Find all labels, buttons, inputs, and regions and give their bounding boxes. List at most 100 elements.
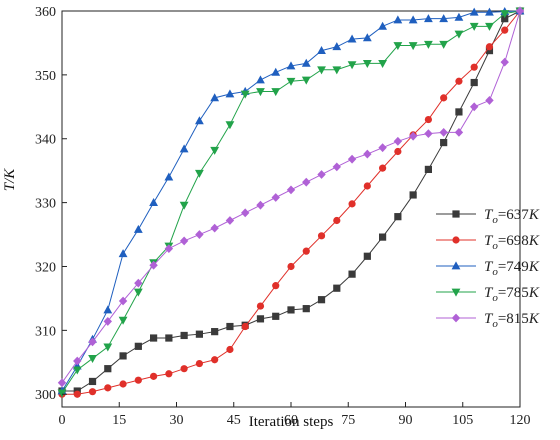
data-point	[501, 15, 509, 23]
data-point	[256, 88, 265, 97]
data-point	[225, 121, 235, 130]
data-point	[195, 116, 204, 125]
data-point	[485, 7, 494, 16]
series-785	[57, 7, 525, 398]
x-tick-label: 0	[59, 413, 66, 428]
data-point	[210, 146, 220, 155]
x-tick-label: 120	[510, 413, 531, 428]
data-point	[348, 200, 356, 208]
data-point	[408, 15, 418, 24]
data-point	[134, 376, 142, 384]
data-point	[88, 388, 97, 396]
data-point	[149, 198, 158, 207]
data-point	[256, 302, 265, 310]
data-point	[455, 108, 463, 116]
y-tick-label: 320	[35, 260, 56, 275]
data-point	[164, 244, 174, 253]
data-point	[362, 33, 372, 42]
data-point	[424, 115, 432, 124]
data-point	[118, 296, 128, 306]
data-point	[454, 30, 464, 39]
data-point	[271, 67, 281, 76]
data-point	[393, 15, 403, 24]
legend-swatch-marker	[452, 210, 460, 218]
data-point	[454, 127, 464, 137]
data-point	[118, 316, 128, 325]
data-point	[347, 61, 357, 70]
data-point	[440, 94, 448, 102]
data-point	[469, 7, 479, 16]
data-point	[378, 143, 387, 153]
data-point	[104, 384, 112, 392]
data-point	[363, 149, 372, 159]
data-point	[332, 42, 342, 51]
data-point	[149, 260, 158, 270]
data-point	[287, 306, 295, 314]
data-point	[485, 22, 494, 31]
data-point	[515, 6, 525, 16]
data-point	[256, 200, 265, 210]
data-point	[485, 43, 494, 51]
data-point	[302, 247, 310, 255]
data-point	[424, 129, 433, 139]
data-point	[57, 389, 67, 398]
data-point	[317, 296, 326, 304]
data-point	[164, 172, 174, 181]
data-point	[73, 356, 82, 366]
data-point	[394, 213, 402, 221]
data-point	[134, 278, 143, 288]
data-point	[226, 345, 234, 354]
data-point	[179, 236, 189, 246]
data-point	[379, 164, 387, 172]
data-point	[272, 312, 280, 320]
data-point	[286, 61, 296, 70]
y-tick-label: 330	[35, 197, 56, 212]
data-point	[501, 26, 509, 34]
y-tick-label: 360	[35, 5, 56, 20]
data-point	[455, 77, 463, 85]
data-point	[454, 12, 464, 21]
data-point	[424, 14, 433, 23]
data-point	[133, 224, 143, 233]
data-point	[485, 47, 494, 55]
data-point	[287, 262, 295, 271]
data-point	[333, 284, 341, 292]
data-point	[393, 42, 403, 51]
y-tick-label: 340	[35, 133, 56, 148]
data-point	[347, 154, 357, 164]
data-point	[195, 330, 203, 338]
data-point	[424, 40, 433, 49]
legend-item: To=815K	[436, 311, 540, 330]
legend-item: To=749K	[436, 259, 540, 278]
x-axis-title: Iteration steps	[249, 414, 334, 430]
data-point	[347, 34, 357, 43]
data-point	[179, 144, 189, 153]
legend-swatch-marker	[452, 236, 460, 244]
data-point	[317, 66, 326, 75]
data-point	[439, 14, 449, 23]
data-point	[195, 169, 204, 178]
legend-swatch-marker	[451, 261, 461, 270]
series-749	[57, 6, 525, 395]
data-point	[302, 305, 310, 313]
legend-label: To=698K	[484, 233, 540, 252]
data-point	[210, 223, 219, 233]
y-tick-label: 310	[35, 324, 56, 339]
data-point	[165, 334, 173, 342]
data-point	[286, 185, 296, 195]
data-point	[348, 270, 356, 278]
plot-frame	[61, 10, 521, 408]
legend-item: To=637K	[436, 207, 540, 226]
data-point	[195, 230, 204, 239]
x-tick-label: 30	[170, 413, 184, 428]
data-point	[363, 182, 371, 190]
data-point	[195, 359, 203, 368]
data-point	[301, 58, 311, 67]
data-point	[317, 170, 326, 179]
data-point	[362, 59, 372, 68]
data-point	[179, 201, 189, 210]
data-point	[180, 331, 188, 340]
data-point	[393, 136, 403, 146]
data-point	[408, 131, 418, 141]
